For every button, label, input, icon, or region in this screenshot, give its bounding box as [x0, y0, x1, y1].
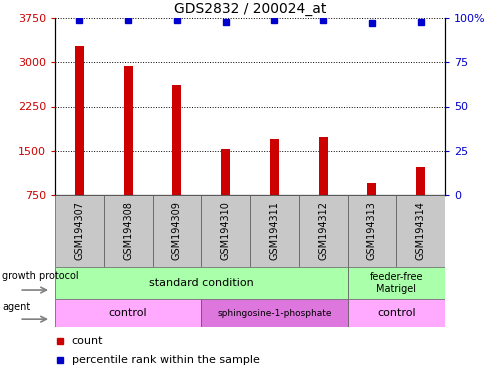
Bar: [55, 299, 201, 327]
Bar: [270, 139, 278, 195]
Bar: [347, 299, 444, 327]
Bar: [347, 195, 395, 267]
Text: control: control: [108, 308, 147, 318]
Bar: [249, 195, 298, 267]
Text: feeder-free
Matrigel: feeder-free Matrigel: [369, 272, 422, 294]
Text: GSM194309: GSM194309: [171, 202, 182, 260]
Text: agent: agent: [2, 302, 30, 312]
Bar: [347, 267, 444, 299]
Text: percentile rank within the sample: percentile rank within the sample: [72, 355, 259, 365]
Text: GSM194314: GSM194314: [415, 202, 425, 260]
Bar: [172, 84, 181, 195]
Text: standard condition: standard condition: [149, 278, 253, 288]
Text: growth protocol: growth protocol: [2, 271, 78, 281]
Bar: [55, 195, 104, 267]
Bar: [415, 167, 424, 195]
Text: sphingosine-1-phosphate: sphingosine-1-phosphate: [217, 308, 331, 318]
Bar: [318, 137, 327, 195]
Text: GSM194310: GSM194310: [220, 202, 230, 260]
Text: GSM194311: GSM194311: [269, 202, 279, 260]
Text: GDS2832 / 200024_at: GDS2832 / 200024_at: [173, 2, 326, 16]
Bar: [201, 299, 347, 327]
Text: GSM194313: GSM194313: [366, 202, 376, 260]
Text: GSM194308: GSM194308: [123, 202, 133, 260]
Text: control: control: [376, 308, 415, 318]
Text: GSM194312: GSM194312: [318, 202, 328, 260]
Bar: [55, 267, 347, 299]
Bar: [298, 195, 347, 267]
Text: GSM194307: GSM194307: [74, 202, 84, 260]
Bar: [75, 46, 84, 195]
Bar: [395, 195, 444, 267]
Bar: [104, 195, 152, 267]
Bar: [221, 149, 229, 195]
Text: count: count: [72, 336, 103, 346]
Bar: [367, 183, 376, 195]
Bar: [123, 66, 132, 195]
Bar: [152, 195, 201, 267]
Bar: [201, 195, 249, 267]
